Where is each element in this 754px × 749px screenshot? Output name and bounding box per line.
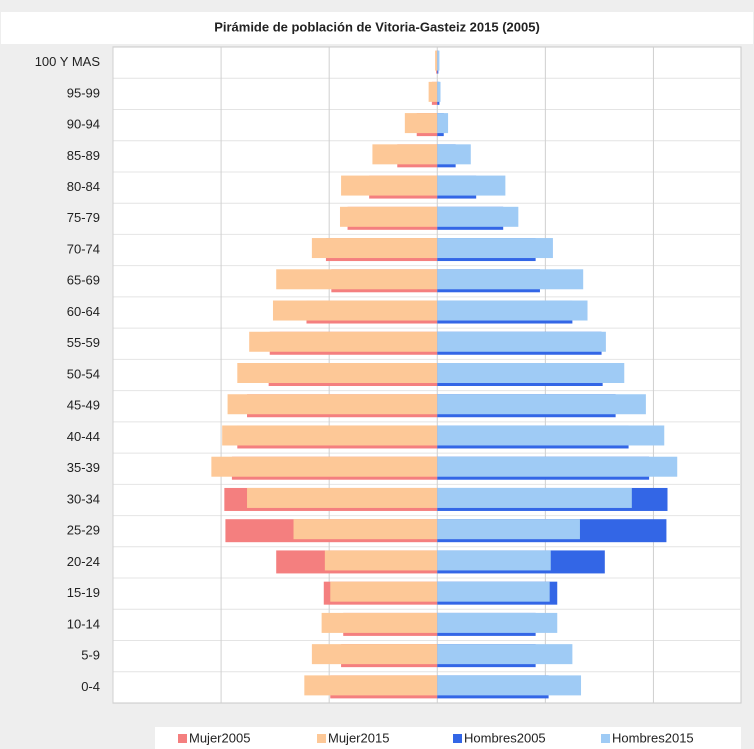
legend-label: Mujer2015 xyxy=(328,730,389,745)
bar xyxy=(437,363,625,383)
legend-swatch xyxy=(453,734,462,743)
y-tick-label: 30-34 xyxy=(67,491,100,506)
bar xyxy=(437,519,580,540)
y-tick-label: 85-89 xyxy=(67,148,100,163)
bar xyxy=(437,175,506,196)
bar xyxy=(437,113,449,134)
bar xyxy=(437,238,553,259)
y-tick-label: 50-54 xyxy=(67,366,100,381)
bar xyxy=(437,550,551,571)
bar xyxy=(437,81,441,102)
bar xyxy=(330,581,438,602)
legend-label: Mujer2005 xyxy=(189,730,250,745)
bar xyxy=(276,269,438,290)
legend-label: Hombres2005 xyxy=(464,730,546,745)
bar xyxy=(437,581,550,602)
legend-swatch xyxy=(178,734,187,743)
bar xyxy=(237,363,438,383)
bar xyxy=(437,300,588,321)
bar xyxy=(437,425,665,446)
y-tick-label: 55-59 xyxy=(67,335,100,350)
bar xyxy=(437,644,573,665)
y-tick-label: 80-84 xyxy=(67,179,100,194)
y-tick-label: 15-19 xyxy=(67,585,100,600)
chart-title: Pirámide de población de Vitoria-Gasteiz… xyxy=(214,19,540,34)
bar xyxy=(428,81,438,102)
legend-swatch xyxy=(317,734,326,743)
bar xyxy=(324,550,438,571)
bar xyxy=(437,394,646,415)
bar xyxy=(341,175,438,196)
bar xyxy=(304,675,438,696)
bar xyxy=(437,206,519,227)
y-tick-label: 90-94 xyxy=(67,117,100,132)
bar xyxy=(293,519,438,540)
legend-label: Hombres2015 xyxy=(612,730,694,745)
bar xyxy=(404,113,438,134)
y-tick-label: 20-24 xyxy=(67,554,100,569)
y-tick-label: 40-44 xyxy=(67,429,100,444)
y-tick-label: 0-4 xyxy=(81,679,100,694)
bar xyxy=(311,238,438,259)
bar xyxy=(437,487,632,508)
bar xyxy=(437,144,471,165)
bar xyxy=(372,144,438,165)
bar xyxy=(311,644,438,665)
bar xyxy=(227,394,438,415)
bar xyxy=(437,269,584,290)
y-tick-label: 100 Y MAS xyxy=(35,54,101,69)
y-tick-label: 60-64 xyxy=(67,304,100,319)
bar xyxy=(249,331,438,352)
bar xyxy=(437,675,582,696)
legend-box xyxy=(155,727,741,749)
bar xyxy=(222,425,438,446)
bar xyxy=(435,50,438,71)
y-tick-label: 45-49 xyxy=(67,398,100,413)
title-box xyxy=(1,12,753,44)
bar xyxy=(247,487,438,508)
legend-swatch xyxy=(601,734,610,743)
bar xyxy=(437,50,440,71)
y-tick-label: 75-79 xyxy=(67,210,100,225)
bar xyxy=(321,612,438,633)
bar xyxy=(437,612,558,633)
y-tick-label: 65-69 xyxy=(67,273,100,288)
bar xyxy=(437,456,678,477)
bar xyxy=(437,331,606,352)
y-tick-label: 95-99 xyxy=(67,85,100,100)
y-tick-label: 70-74 xyxy=(67,241,100,256)
bar xyxy=(211,456,438,477)
y-tick-label: 35-39 xyxy=(67,460,100,475)
bar xyxy=(272,300,438,321)
bar xyxy=(339,206,438,227)
y-tick-label: 5-9 xyxy=(81,648,100,663)
y-tick-label: 25-29 xyxy=(67,523,100,538)
y-tick-label: 10-14 xyxy=(67,616,100,631)
